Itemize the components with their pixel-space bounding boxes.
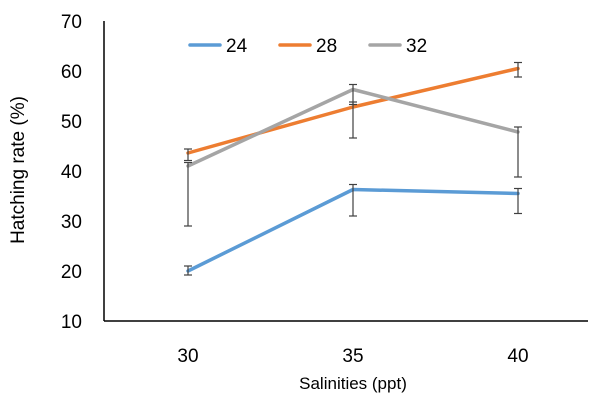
x-tick-label: 35 [342, 346, 363, 367]
x-tick-label: 40 [507, 346, 528, 367]
y-tick-label: 20 [61, 262, 82, 283]
error-bar [184, 161, 192, 227]
error-bar [349, 183, 357, 217]
y-axis-ticks: 10 20 30 40 50 60 70 [61, 12, 82, 333]
series-24 [184, 183, 522, 276]
y-tick-label: 30 [61, 212, 82, 233]
error-bar [349, 83, 357, 106]
y-tick-label: 50 [61, 112, 82, 133]
legend-item: 32 [368, 36, 427, 57]
legend-label: 32 [406, 36, 427, 57]
y-axis-title: Hatching rate (%) [8, 96, 29, 244]
legend-item: 24 [188, 36, 248, 57]
x-axis-ticks: 30 35 40 [177, 346, 528, 367]
series-28 [184, 61, 522, 162]
y-tick-label: 60 [61, 62, 82, 83]
x-axis-title: Salinities (ppt) [299, 374, 407, 393]
x-tick-label: 30 [177, 346, 198, 367]
series-32 [184, 83, 522, 227]
y-tick-label: 70 [61, 12, 82, 33]
error-bar [184, 265, 192, 276]
legend-item: 28 [278, 36, 337, 57]
series-layer [184, 61, 522, 276]
legend-label: 28 [316, 36, 337, 57]
legend-label: 24 [226, 36, 248, 57]
legend: 24 28 32 [188, 36, 427, 57]
y-tick-label: 40 [61, 162, 82, 183]
error-bar [514, 187, 522, 215]
y-tick-label: 10 [61, 312, 82, 333]
error-bar [184, 148, 192, 162]
error-bar [514, 126, 522, 178]
error-bar [514, 61, 522, 78]
